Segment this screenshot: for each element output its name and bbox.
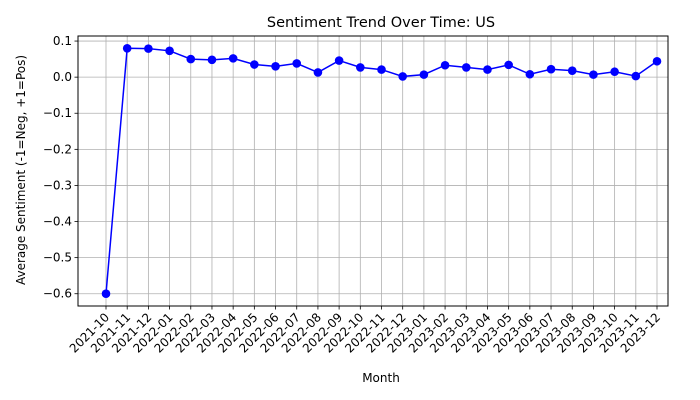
data-point [504,60,513,70]
data-point [165,46,174,56]
data-point [461,63,471,72]
y-tick-label: 0.0 [53,70,72,84]
data-point [589,70,598,79]
data-point [228,54,238,63]
data-point [652,56,662,66]
data-point [483,65,492,74]
y-tick-label: −0.6 [43,287,72,301]
data-point [186,54,196,64]
data-point [144,44,153,53]
y-tick-label: −0.1 [43,106,72,120]
grid [78,36,668,306]
plot-frame [77,35,669,307]
data-point [525,69,535,79]
data-point [377,65,386,74]
data-point [334,56,344,65]
series-layer [101,43,662,299]
data-point [207,55,217,65]
x-axis-label: Month [362,371,400,385]
data-point [356,63,365,72]
y-tick-label: −0.4 [43,215,72,229]
y-tick-label: −0.3 [43,178,72,192]
data-point [546,64,556,74]
x-axis: 2021-102021-112021-122022-012022-022022-… [67,306,663,356]
data-point [567,66,577,75]
data-point [440,60,450,70]
chart-title: Sentiment Trend Over Time: US [267,15,495,31]
y-axis: 0.1 0.0 −0.1 −0.2 −0.3 −0.4 −0.5 −0.6 [43,34,78,301]
data-point [250,60,259,69]
data-point [122,43,132,53]
y-tick-label: −0.2 [43,142,72,156]
data-point [292,59,302,68]
y-tick-label: −0.5 [43,251,72,265]
data-point [271,62,280,71]
data-point [101,289,111,299]
y-axis-label: Average Sentiment (-1=Neg, +1=Pos) [14,55,28,285]
y-tick-label: 0.1 [53,34,72,48]
data-point [398,72,407,81]
data-point [610,67,619,77]
data-point [631,71,641,81]
data-point [419,70,429,79]
data-point [313,68,323,77]
